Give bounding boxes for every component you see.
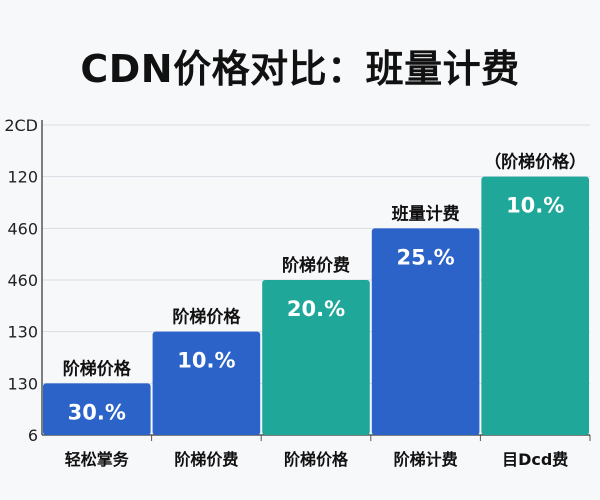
bar-value-label: 30.%	[68, 400, 126, 424]
x-tick-label: 阶梯计费	[394, 450, 458, 469]
bar-value-label: 10.%	[177, 349, 235, 373]
y-tick-label: 120	[7, 168, 38, 187]
chart-title: CDN价格对比：班量计费	[80, 47, 520, 91]
bar	[262, 280, 370, 435]
y-tick-label: 460	[7, 219, 38, 238]
bar-top-label: 阶梯价格	[63, 358, 132, 379]
y-tick-label: 460	[7, 271, 38, 290]
bar-value-label: 10.%	[506, 194, 564, 218]
x-tick-label: 轻松掌务	[65, 450, 130, 469]
bar-value-label: 20.%	[287, 297, 345, 321]
bar	[152, 331, 261, 435]
x-tick-label: 目Dcd费	[502, 450, 568, 469]
x-tick-label: 阶梯价费	[174, 450, 238, 469]
bar-value-label: 25.%	[396, 245, 454, 269]
bar-top-label: 阶梯价格	[172, 307, 241, 328]
y-tick-label: 2CD	[4, 116, 38, 135]
y-tick-label: 130	[7, 374, 38, 393]
bar-top-label: 班量计费	[392, 203, 460, 224]
bar-top-label: （阶梯价格）	[484, 152, 586, 173]
bar	[371, 228, 480, 435]
bar	[481, 176, 589, 435]
y-tick-label: 130	[7, 323, 38, 342]
bar	[43, 383, 151, 435]
bar-top-label: 阶梯价费	[282, 255, 350, 276]
y-tick-label: 6	[28, 426, 38, 445]
x-tick-label: 阶梯价格	[284, 450, 349, 469]
